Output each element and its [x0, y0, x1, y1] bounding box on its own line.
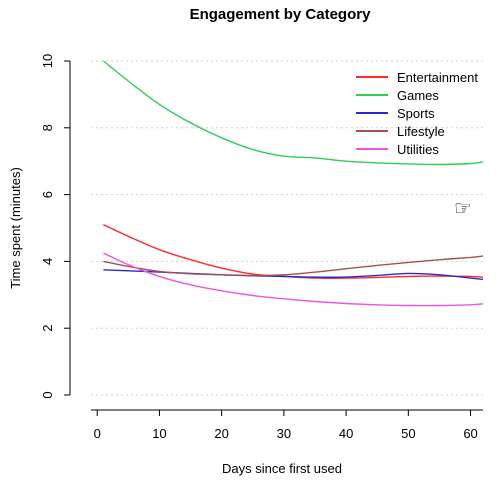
y-tick-label: 2 [40, 325, 55, 332]
legend-label-utilities: Utilities [397, 142, 439, 157]
y-tick-label: 4 [40, 258, 55, 265]
y-tick-label: 10 [40, 54, 55, 68]
x-tick-label: 40 [339, 426, 353, 441]
chart-title: Engagement by Category [190, 6, 372, 23]
x-axis-label: Days since first used [222, 461, 342, 476]
pointing-hand-icon: ☞ [454, 196, 472, 220]
legend: Entertainment Games Sports Lifestyle Utiliti… [356, 70, 478, 157]
series-line-entertainment [103, 224, 484, 279]
y-tick-label: 8 [40, 124, 55, 131]
legend-label-games: Games [397, 88, 439, 103]
x-tick-label: 50 [401, 426, 415, 441]
axes [69, 61, 483, 411]
series-line-utilities [103, 252, 484, 307]
y-axis-label: Time spent (minutes) [8, 167, 23, 289]
y-tick-label: 6 [40, 191, 55, 198]
x-tick-label: 30 [277, 426, 291, 441]
legend-label-sports: Sports [397, 106, 435, 121]
series-line-lifestyle [103, 255, 484, 277]
series-line-games [102, 60, 484, 166]
grid-lines [91, 60, 483, 396]
x-tick-label: 0 [94, 426, 101, 441]
x-tick-label: 60 [463, 426, 477, 441]
legend-label-entertainment: Entertainment [397, 70, 478, 85]
y-axis-ticks: 0 2 4 6 8 10 [40, 54, 70, 399]
y-tick-label: 0 [40, 391, 55, 398]
x-tick-label: 20 [214, 426, 228, 441]
x-axis-ticks: 0 10 20 30 40 50 60 [94, 410, 478, 441]
series-lines [102, 60, 484, 307]
x-tick-label: 10 [152, 426, 166, 441]
legend-label-lifestyle: Lifestyle [397, 124, 445, 139]
